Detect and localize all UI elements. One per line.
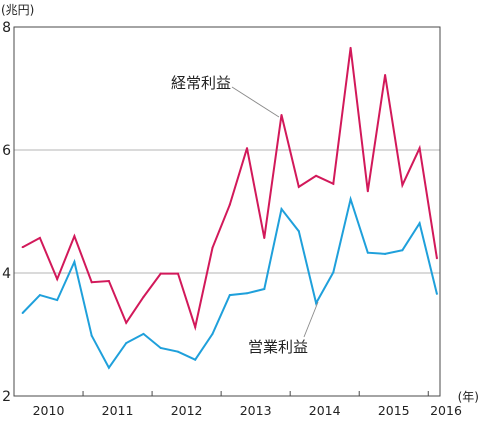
x-tick-label: 2011 <box>102 403 134 418</box>
data-point <box>107 279 110 282</box>
data-point <box>194 358 197 361</box>
y-unit-label: (兆円) <box>1 3 34 17</box>
x-tick-label: 2016 <box>430 403 462 418</box>
series-label-leader <box>303 301 319 338</box>
data-point <box>263 236 266 239</box>
x-tick-label: 2012 <box>171 403 203 418</box>
data-point <box>297 185 300 188</box>
data-point <box>90 281 93 284</box>
data-point <box>349 46 352 49</box>
data-point <box>435 292 438 295</box>
data-point <box>125 321 128 324</box>
series-label-leader <box>231 86 280 118</box>
x-tick-label: 2015 <box>378 403 410 418</box>
data-point <box>21 246 24 249</box>
data-point <box>73 235 76 238</box>
data-point <box>159 347 162 350</box>
data-point <box>246 292 249 295</box>
data-point <box>90 334 93 337</box>
data-point <box>228 203 231 206</box>
data-point <box>263 287 266 290</box>
data-point <box>332 271 335 274</box>
data-point <box>401 249 404 252</box>
ordinary-profit-label: 経常利益 <box>171 74 231 92</box>
data-point <box>435 257 438 260</box>
operating-profit-line <box>21 195 438 370</box>
x-tick-label: 2010 <box>33 403 65 418</box>
x-tick-label: 2013 <box>240 403 272 418</box>
y-tick-label: 4 <box>2 266 11 282</box>
data-point <box>176 272 179 275</box>
data-point <box>211 332 214 335</box>
data-point <box>176 350 179 353</box>
x-unit-label: (年) <box>458 390 479 404</box>
y-tick-label: 6 <box>2 143 11 159</box>
data-point <box>332 182 335 185</box>
data-point <box>418 147 421 150</box>
operating-profit-label: 営業利益 <box>248 338 308 356</box>
data-point <box>349 198 352 201</box>
data-point <box>366 251 369 254</box>
data-point <box>280 113 283 116</box>
data-point <box>125 342 128 345</box>
data-point <box>401 184 404 187</box>
data-point <box>315 174 318 177</box>
data-point <box>366 190 369 193</box>
plot-frame <box>13 26 441 397</box>
y-tick-label: 2 <box>2 389 11 405</box>
data-point <box>315 302 318 305</box>
data-point <box>56 299 59 302</box>
data-point <box>159 272 162 275</box>
data-point <box>107 366 110 369</box>
data-point <box>228 294 231 297</box>
data-point <box>246 147 249 150</box>
y-tick-label: 8 <box>2 20 11 36</box>
data-point <box>211 246 214 249</box>
data-point <box>142 332 145 335</box>
data-point <box>384 73 387 76</box>
data-point <box>38 294 41 297</box>
data-point <box>194 326 197 329</box>
data-point <box>418 222 421 225</box>
data-point <box>56 278 59 281</box>
data-point <box>73 260 76 263</box>
data-point <box>297 230 300 233</box>
x-tick-label: 2014 <box>309 403 341 418</box>
data-point <box>21 311 24 314</box>
data-point <box>384 252 387 255</box>
data-point <box>142 295 145 298</box>
data-point <box>280 208 283 211</box>
data-point <box>38 236 41 239</box>
